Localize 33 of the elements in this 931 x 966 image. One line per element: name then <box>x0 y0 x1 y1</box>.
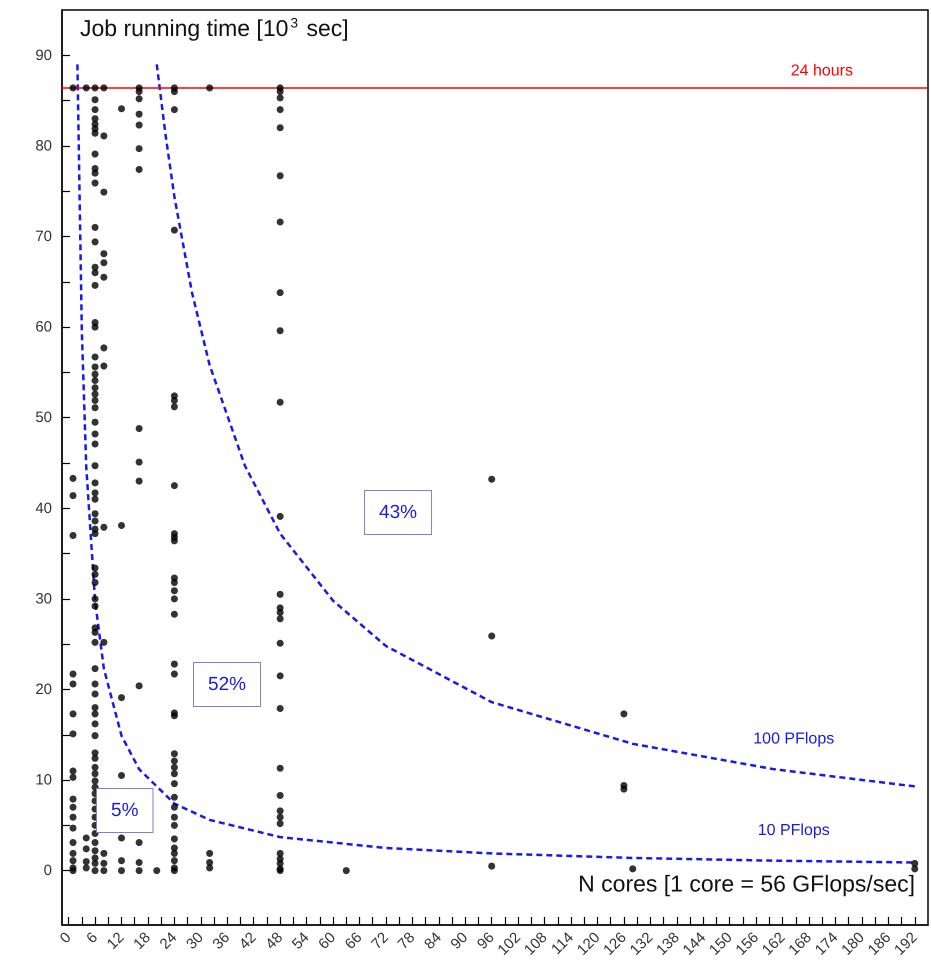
x-tick-label: 78 <box>394 928 418 953</box>
x-tick-label: 6 <box>83 928 102 947</box>
x-tick-label: 84 <box>421 928 445 953</box>
y-tick-label: 40 <box>35 500 52 517</box>
y-tick-label: 50 <box>35 409 52 426</box>
y-tick-label: 20 <box>35 680 52 698</box>
annotation: 52% <box>208 674 246 695</box>
x-tick-label: 36 <box>209 928 234 953</box>
x-tick-label: 12 <box>104 928 128 953</box>
annotation: 43% <box>379 502 418 523</box>
ref-line-label: 24 hours <box>790 62 853 80</box>
x-tick-label: 72 <box>368 928 392 953</box>
x-tick-label: 0 <box>56 928 75 947</box>
x-tick-label: 48 <box>262 928 286 953</box>
x-tick-label: 24 <box>156 928 180 953</box>
y-tick-label: 10 <box>35 772 52 789</box>
x-tick-label: 18 <box>130 928 154 953</box>
annotation: 5% <box>111 800 139 821</box>
x-axis-title: N cores [1 core = 56 GFlops/sec] <box>578 870 916 896</box>
series-label: 10 PFlops <box>758 822 830 840</box>
series-label: 100 PFlops <box>753 730 834 748</box>
y-tick-label: 60 <box>35 318 52 336</box>
x-tick-label: 60 <box>315 928 340 953</box>
y-tick-label: 80 <box>35 137 52 154</box>
x-tick-label: 66 <box>342 928 366 953</box>
x-tick-label: 54 <box>288 928 313 953</box>
x-tick-label: 42 <box>236 928 260 953</box>
x-tick-label: 30 <box>183 928 207 953</box>
y-tick-label: 90 <box>35 46 52 64</box>
x-tick-label: 90 <box>447 928 472 953</box>
y-tick-label: 70 <box>35 228 52 245</box>
y-tick-label: 0 <box>44 862 52 880</box>
y-tick-label: 30 <box>35 590 52 608</box>
